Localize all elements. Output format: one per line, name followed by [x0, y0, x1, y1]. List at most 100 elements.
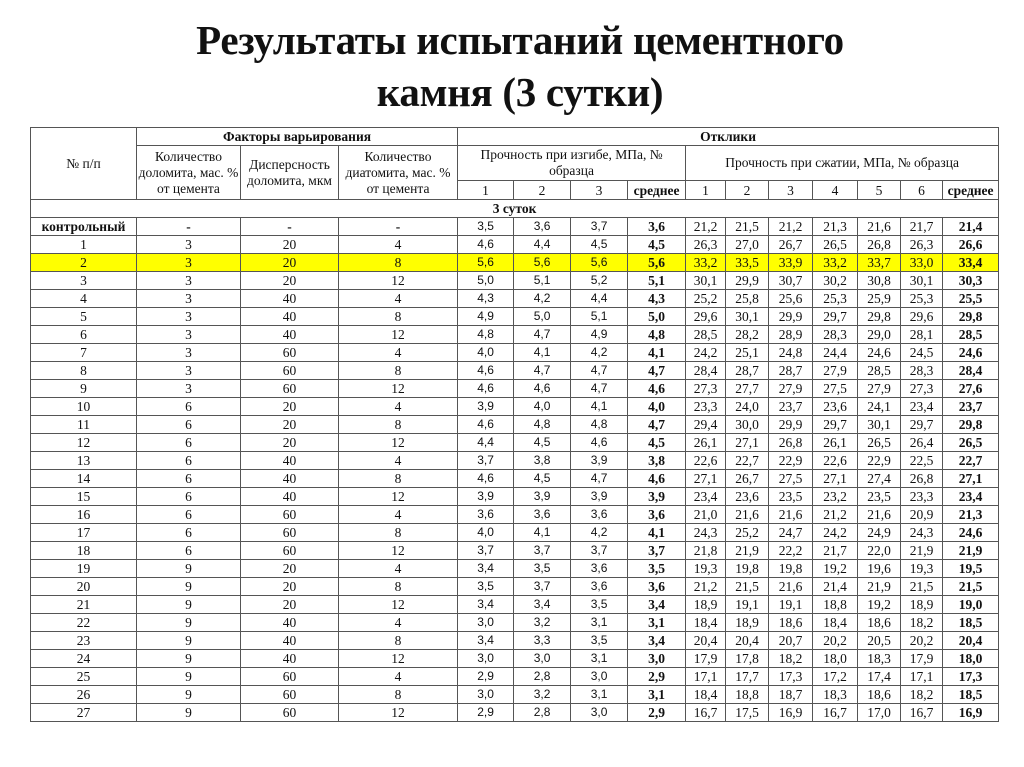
dolomite-disp-cell: 60 [240, 343, 339, 362]
compress-avg-cell: 30,3 [942, 271, 1000, 290]
compress-3-cell: 16,9 [768, 703, 814, 722]
bend-avg-cell: 3,1 [627, 685, 687, 704]
dolomite-disp-cell: 20 [240, 559, 339, 578]
diatomite-qty-cell: 12 [337, 703, 459, 722]
compress-col-header: 3 [768, 180, 814, 200]
diatomite-qty-cell: 4 [337, 505, 459, 524]
dolomite-qty-cell: 3 [136, 343, 241, 362]
dolomite-qty-cell: 6 [136, 397, 241, 416]
compress-3-cell: 28,9 [768, 325, 814, 344]
compress-5-cell: 29,0 [857, 325, 902, 344]
bend-2-cell: 4,7 [513, 325, 572, 344]
row-num-cell: 24 [30, 649, 137, 668]
diatomite-qty-cell: 12 [337, 325, 459, 344]
compress-3-cell: 23,7 [768, 397, 814, 416]
bend-avg-cell: 5,1 [627, 271, 687, 290]
dolomite-disp-cell: 40 [240, 487, 339, 506]
diatomite-qty-cell: 8 [337, 469, 459, 488]
table-row: 23 9 40 8 3,4 3,3 3,5 3,4 20,4 20,4 20,7 20,2 20,5 20… [30, 631, 1000, 650]
dolomite-disp-cell: 60 [240, 703, 339, 722]
compress-avg-cell: 19,0 [942, 595, 1000, 614]
compress-5-cell: 25,9 [857, 289, 902, 308]
dolomite-qty-cell: 6 [136, 451, 241, 470]
bend-2-cell: 4,5 [513, 433, 572, 452]
bend-avg-cell: 4,1 [627, 343, 687, 362]
bend-1-cell: 4,6 [457, 379, 515, 398]
dolomite-disp-cell: 40 [240, 469, 339, 488]
compress-2-cell: 28,2 [725, 325, 770, 344]
compress-5-cell: 26,5 [857, 433, 902, 452]
dolomite-qty-cell: 3 [136, 253, 241, 272]
compress-1-cell: 20,4 [685, 631, 727, 650]
compress-avg-cell: 27,1 [942, 469, 1000, 488]
compress-6-cell: 26,3 [900, 235, 944, 254]
compress-5-cell: 21,9 [857, 577, 902, 596]
compress-1-cell: 17,9 [685, 649, 727, 668]
compress-avg-cell: 33,4 [942, 253, 1000, 272]
compress-2-cell: 28,7 [725, 361, 770, 380]
title-line-2: камня (3 сутки) [376, 69, 664, 115]
compress-3-cell: 18,2 [768, 649, 814, 668]
compress-6-cell: 20,9 [900, 505, 944, 524]
bend-1-cell: 4,0 [457, 523, 515, 542]
compress-6-cell: 19,3 [900, 559, 944, 578]
compress-5-cell: 27,4 [857, 469, 902, 488]
compress-4-cell: 18,8 [812, 595, 859, 614]
dolomite-qty-cell: 3 [136, 325, 241, 344]
compress-5-cell: 19,6 [857, 559, 902, 578]
bend-avg-cell: 3,6 [627, 217, 687, 236]
compress-col-header: 6 [900, 180, 944, 200]
compress-3-cell: 21,2 [768, 217, 814, 236]
row-num-cell: 22 [30, 613, 137, 632]
compress-5-cell: 22,9 [857, 451, 902, 470]
table-row: 4 3 40 4 4,3 4,2 4,4 4,3 25,2 25,8 25,6 25,3 25,9 25,… [30, 289, 1000, 308]
title-line-1: Результаты испытаний цементного [196, 17, 844, 63]
row-num-cell: 6 [30, 325, 137, 344]
bend-avg-cell: 5,6 [627, 253, 687, 272]
bend-3-cell: 3,0 [570, 703, 629, 722]
dolomite-qty-cell: 6 [136, 433, 241, 452]
compress-avg-cell: 29,8 [942, 307, 1000, 326]
dolomite-disp-cell: 40 [240, 307, 339, 326]
compress-6-cell: 23,3 [900, 487, 944, 506]
dolomite-disp-cell: 40 [240, 289, 339, 308]
bend-1-cell: 3,7 [457, 451, 515, 470]
compress-6-cell: 21,9 [900, 541, 944, 560]
bend-3-cell: 4,2 [570, 523, 629, 542]
compress-avg-cell: 27,6 [942, 379, 1000, 398]
bend-3-cell: 4,4 [570, 289, 629, 308]
compress-2-cell: 33,5 [725, 253, 770, 272]
compress-1-cell: 17,1 [685, 667, 727, 686]
bend-avg-cell: 3,4 [627, 631, 687, 650]
bend-avg-cell: 4,6 [627, 379, 687, 398]
bend-2-cell: 3,4 [513, 595, 572, 614]
compress-6-cell: 21,7 [900, 217, 944, 236]
bend-3-cell: 5,6 [570, 253, 629, 272]
table-row: 9 3 60 12 4,6 4,6 4,7 4,6 27,3 27,7 27,9 27,5 27,9 27… [30, 379, 1000, 398]
compress-5-cell: 19,2 [857, 595, 902, 614]
bend-3-cell: 4,1 [570, 397, 629, 416]
section-label: 3 суток [29, 199, 1000, 218]
row-num-cell: 17 [30, 523, 137, 542]
bend-avg-cell: 2,9 [627, 703, 687, 722]
diatomite-qty-cell: 4 [337, 451, 459, 470]
diatomite-qty-cell: 12 [337, 379, 459, 398]
compress-4-cell: 27,5 [812, 379, 859, 398]
compress-6-cell: 23,4 [900, 397, 944, 416]
bend-3-cell: 4,7 [570, 469, 629, 488]
compress-5-cell: 17,4 [857, 667, 902, 686]
bend-avg-cell: 4,0 [627, 397, 687, 416]
bend-1-cell: 3,9 [457, 487, 515, 506]
compress-6-cell: 26,8 [900, 469, 944, 488]
diatomite-qty-cell: 8 [337, 361, 459, 380]
bend-avg-cell: 3,7 [627, 541, 687, 560]
row-num-cell: 23 [30, 631, 137, 650]
table-row: 18 6 60 12 3,7 3,7 3,7 3,7 21,8 21,9 22,2 21,7 22,0 2… [30, 541, 1000, 560]
bend-avg-cell: 3,8 [627, 451, 687, 470]
row-num-cell: 21 [30, 595, 137, 614]
compress-2-cell: 25,1 [725, 343, 770, 362]
bend-3-cell: 3,1 [570, 613, 629, 632]
bend-3-cell: 4,6 [570, 433, 629, 452]
row-num-cell: контрольный [30, 217, 137, 236]
diatomite-qty-cell: 12 [337, 433, 459, 452]
